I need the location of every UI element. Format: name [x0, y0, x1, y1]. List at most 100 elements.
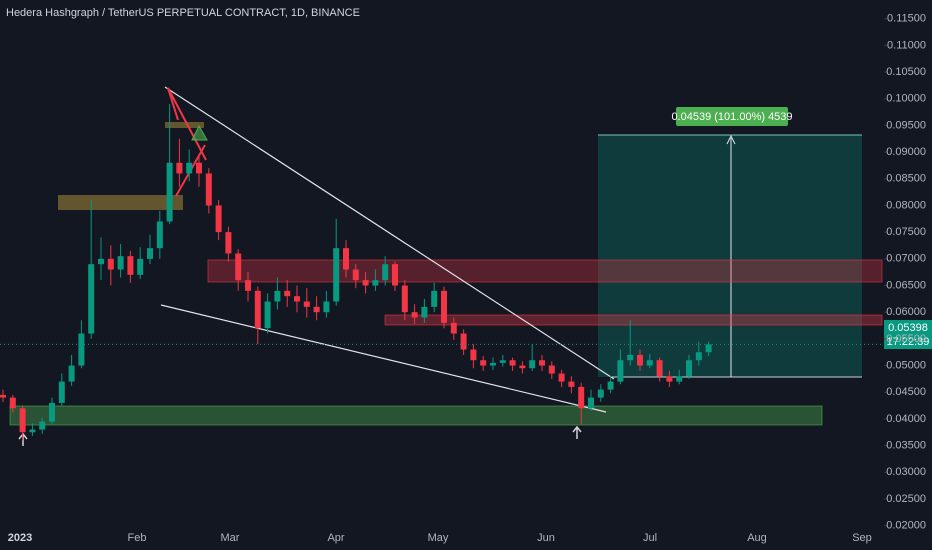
y-tick-label: 0.10500 — [886, 66, 926, 78]
candle-body — [352, 269, 359, 281]
candle-body — [705, 344, 712, 353]
candle-body — [539, 360, 545, 366]
candle-body — [49, 402, 55, 422]
candle-body — [558, 373, 565, 382]
candle-body — [519, 365, 526, 369]
candle-body — [382, 264, 389, 281]
candle-body — [490, 362, 496, 366]
y-tick-label: 0.02500 — [886, 493, 926, 505]
price-box — [884, 320, 932, 349]
x-tick-label: Jul — [643, 532, 657, 544]
x-tick-label: Mar — [221, 532, 240, 544]
trendline — [164, 86, 615, 380]
candle-body — [147, 248, 153, 259]
candle-body — [529, 360, 536, 369]
x-tick-label: Jun — [537, 532, 555, 544]
candle-body — [19, 408, 26, 433]
candle-body — [568, 381, 575, 387]
candle-body — [9, 397, 16, 409]
candle-body — [176, 162, 183, 174]
countdown: 17:22:39 — [887, 336, 930, 348]
candle-body — [137, 258, 144, 275]
last-price: 0.05398 — [888, 322, 928, 334]
candle-body — [411, 312, 418, 318]
y-tick-label: 0.08500 — [886, 173, 926, 185]
candle-body — [68, 365, 75, 382]
x-tick-label: 2023 — [8, 532, 32, 544]
candle-body — [362, 280, 369, 286]
pattern-marker — [191, 124, 208, 141]
target-zone — [598, 135, 862, 377]
candle-body — [205, 173, 212, 206]
candle-body — [284, 290, 291, 297]
y-tick-label: 0.02000 — [886, 520, 926, 532]
x-tick-label: Feb — [128, 532, 147, 544]
candle-body — [88, 264, 95, 334]
candle-body — [450, 322, 457, 334]
y-tick-label: 0.07500 — [886, 226, 926, 238]
candle-body — [460, 333, 467, 350]
candle-body — [421, 306, 428, 318]
y-tick-label: 0.06500 — [886, 279, 926, 291]
candle-body — [215, 205, 222, 233]
candle-body — [313, 306, 320, 313]
measure-arrowhead — [726, 134, 736, 145]
x-tick-label: May — [428, 532, 449, 544]
support-zone — [9, 405, 823, 426]
y-tick-label: 0.11500 — [887, 13, 926, 25]
candle-body — [186, 162, 193, 174]
candle-body — [235, 253, 242, 281]
candle-body — [166, 162, 173, 222]
y-tick-label: 0.08000 — [886, 199, 926, 211]
chart-title: Hedera Hashgraph / TetherUS PERPETUAL CO… — [6, 7, 360, 19]
candle-body — [98, 258, 104, 265]
resistance-zone — [207, 259, 883, 283]
candle-body — [127, 256, 134, 275]
y-tick-label: 0.06000 — [886, 306, 926, 318]
measure-label-box — [676, 107, 788, 126]
candle-body — [156, 221, 163, 249]
candle-body — [470, 349, 477, 361]
candle-body — [431, 290, 438, 307]
candle-body — [245, 280, 251, 291]
candle-body — [107, 258, 114, 270]
candle-body — [294, 296, 300, 302]
candle-body — [695, 352, 702, 361]
measure-label: 0.04539 (101.00%) 4539 — [671, 111, 792, 123]
candle-body — [333, 248, 340, 302]
candle-body — [441, 290, 447, 323]
candle-body — [588, 397, 594, 409]
candle-body — [597, 389, 604, 398]
candle-body — [264, 301, 271, 329]
candles — [0, 104, 712, 441]
candle-body — [637, 354, 643, 366]
candle-body — [0, 394, 6, 398]
candle-body — [666, 376, 673, 382]
candle-body — [509, 360, 516, 366]
candle-body — [225, 232, 232, 254]
trendline — [160, 304, 607, 413]
y-tick-label: 0.05000 — [886, 359, 926, 371]
candle-body — [323, 301, 330, 313]
y-tick-label: 0.04000 — [886, 413, 926, 425]
candle-body — [196, 162, 202, 174]
y-tick-label: 0.07000 — [886, 253, 926, 265]
y-tick-label: 0.09500 — [886, 119, 926, 131]
candle-body — [343, 248, 349, 270]
y-tick-label: 0.03000 — [886, 466, 926, 478]
y-tick-label: 0.10000 — [886, 93, 926, 105]
y-tick-label: 0.11000 — [887, 39, 926, 51]
candle-body — [480, 360, 487, 366]
candle-body — [627, 354, 634, 361]
candle-body — [58, 381, 65, 403]
candle-body — [646, 360, 653, 366]
up-arrow — [572, 425, 582, 439]
x-tick-label: Sep — [852, 532, 872, 544]
y-tick-label: 0.09000 — [886, 146, 926, 158]
candle-body — [686, 360, 692, 377]
supply-zone — [58, 195, 183, 210]
y-tick-label: 0.05500 — [886, 333, 926, 345]
y-tick-label: 0.04500 — [886, 386, 926, 398]
